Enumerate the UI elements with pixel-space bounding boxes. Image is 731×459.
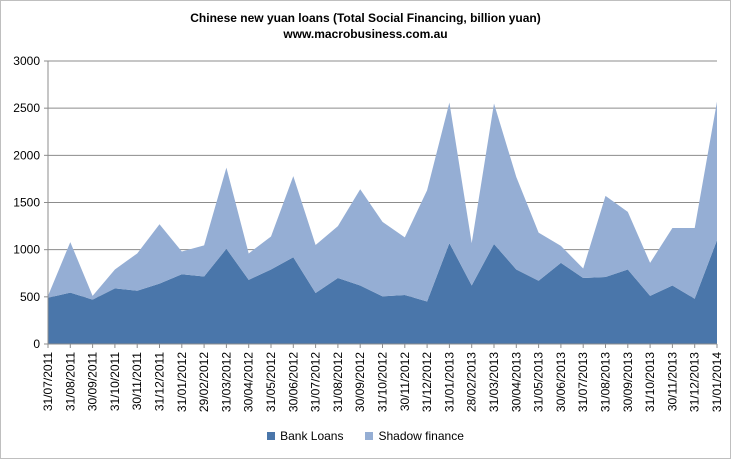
x-axis-ticks: 31/07/2011 31/08/2011 30/09/2011 31/10/2011…: [41, 344, 724, 412]
x-tick-label: 30/09/2013: [621, 352, 635, 412]
chart-subtitle: www.macrobusiness.com.au: [283, 27, 448, 41]
x-tick-label: 30/09/2012: [353, 352, 367, 412]
x-tick-label: 30/11/2013: [665, 352, 679, 411]
x-tick-label: 30/04/2012: [242, 352, 256, 412]
x-tick-label: 31/05/2013: [532, 352, 546, 412]
x-tick-label: 31/08/2011: [63, 352, 77, 411]
y-tick-label: 2500: [13, 101, 40, 115]
x-tick-label: 31/07/2013: [576, 352, 590, 412]
x-tick-label: 30/06/2013: [554, 352, 568, 412]
x-tick-label: 30/11/2011: [130, 352, 144, 411]
x-tick-label: 29/02/2012: [197, 352, 211, 412]
x-tick-label: 31/01/2013: [442, 352, 456, 412]
series-area-bank-loans: [48, 240, 717, 344]
x-tick-label: 31/10/2012: [376, 352, 390, 412]
x-tick-label: 30/06/2012: [286, 352, 300, 412]
x-tick-label: 31/10/2013: [643, 352, 657, 412]
legend-item-bank-loans: Bank Loans: [267, 429, 343, 443]
x-tick-label: 31/05/2012: [264, 352, 278, 412]
x-tick-label: 31/03/2013: [487, 352, 501, 412]
x-tick-label: 31/03/2012: [219, 352, 233, 412]
x-tick-label: 31/08/2013: [599, 352, 613, 412]
x-tick-label: 31/10/2011: [108, 352, 122, 411]
chart-title-block: Chinese new yuan loans (Total Social Fin…: [0, 10, 731, 42]
y-tick-label: 3000: [13, 54, 40, 68]
x-tick-label: 31/12/2013: [688, 352, 702, 412]
x-tick-label: 30/09/2011: [86, 352, 100, 411]
x-tick-label: 31/12/2012: [420, 352, 434, 412]
x-tick-label: 31/07/2012: [309, 352, 323, 412]
y-tick-label: 500: [20, 290, 40, 304]
y-axis-ticks: 0 500 1000 1500 2000 2500 3000: [13, 54, 48, 351]
legend-swatch-shadow-finance: [365, 432, 374, 440]
legend-label-shadow-finance: Shadow finance: [378, 429, 464, 443]
x-tick-label: 31/01/2012: [175, 352, 189, 412]
legend-label-bank-loans: Bank Loans: [280, 429, 344, 443]
y-tick-label: 0: [33, 337, 40, 351]
x-tick-label: 31/01/2014: [710, 352, 724, 412]
y-tick-label: 1500: [13, 196, 40, 210]
stacked-areas: [48, 101, 717, 344]
x-tick-label: 31/08/2012: [331, 352, 345, 412]
y-tick-label: 1000: [13, 243, 40, 257]
legend-swatch-bank-loans: [267, 432, 276, 440]
series-area-shadow-finance: [48, 101, 717, 302]
y-tick-label: 2000: [13, 148, 40, 162]
legend: Bank Loans Shadow finance: [0, 429, 731, 443]
x-tick-label: 30/04/2013: [509, 352, 523, 412]
x-tick-label: 30/11/2012: [398, 352, 412, 411]
x-tick-label: 31/07/2011: [41, 352, 55, 411]
chart-title: Chinese new yuan loans (Total Social Fin…: [190, 11, 541, 25]
x-tick-label: 28/02/2013: [465, 352, 479, 412]
legend-item-shadow-finance: Shadow finance: [365, 429, 464, 443]
x-tick-label: 31/12/2011: [153, 352, 167, 411]
